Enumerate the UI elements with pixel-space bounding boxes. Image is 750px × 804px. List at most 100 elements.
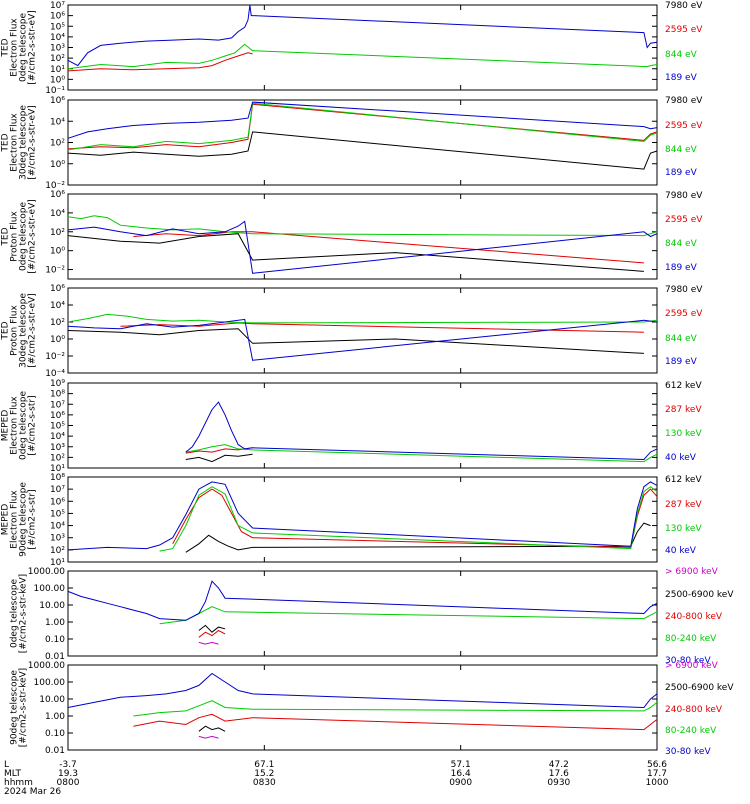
y-tick-label: 10³	[50, 534, 65, 544]
series-line	[185, 522, 651, 553]
x-tick-label-mlt: 15.2	[254, 769, 274, 779]
y-tick-label: 0.01	[45, 652, 65, 662]
y-tick-label: 10⁻¹	[45, 86, 65, 96]
y-tick-label: 10⁶	[50, 497, 65, 507]
series-label: > 6900 keV	[665, 661, 719, 671]
x-tick-label-l: 57.1	[451, 760, 471, 770]
y-tick-label: 10⁻²	[45, 181, 65, 191]
series-label: 844 eV	[665, 50, 698, 60]
series-label: 80-240 keV	[665, 634, 717, 644]
y-tick-label: 10³	[50, 44, 65, 54]
x-tick-label-mlt: 17.7	[647, 769, 667, 779]
y-axis-label: MEPEDElectron Flux90deg telescope[#/cm2-…	[1, 482, 38, 557]
x-tick-label-mlt: 17.6	[549, 769, 569, 779]
x-tick-label-hhmm: 0900	[449, 778, 472, 788]
x-tick-label-l: 67.1	[254, 760, 274, 770]
x-tick-label-hhmm: 0830	[253, 778, 276, 788]
series-line	[159, 486, 658, 552]
series-line	[185, 401, 658, 461]
series-label: 2595 eV	[665, 25, 703, 35]
series-line	[159, 606, 658, 625]
series-label: 287 keV	[665, 405, 702, 415]
series-label: 189 eV	[665, 168, 698, 178]
x-tick-label-hhmm: 0930	[547, 778, 570, 788]
x-row-label: MLT	[4, 769, 22, 779]
series-label: 2595 eV	[665, 309, 703, 319]
y-tick-label: 10²	[50, 453, 65, 463]
y-tick-label: 10²	[50, 546, 65, 556]
series-label: 189 eV	[665, 357, 698, 367]
series-label: 80-240 keV	[665, 726, 717, 736]
series-line	[67, 52, 253, 72]
y-tick-label: 10⁷	[50, 1, 65, 11]
x-tick-label-hhmm: 1000	[646, 778, 669, 788]
y-tick-label: 10⁶	[50, 96, 65, 106]
y-tick-label: 10⁰	[50, 160, 65, 170]
x-tick-label-l: 47.2	[549, 760, 569, 770]
series-label: 612 keV	[665, 475, 702, 485]
y-tick-label: 10⁶	[50, 284, 65, 294]
y-tick-label: 100.00	[34, 584, 66, 594]
series-line	[67, 328, 644, 354]
series-line	[67, 131, 658, 170]
series-line	[67, 215, 658, 237]
y-tick-label: 10²	[50, 54, 65, 64]
series-line	[67, 220, 658, 274]
y-tick-label: 10⁴	[50, 522, 65, 532]
series-label: 2595 eV	[665, 121, 703, 131]
series-label: 30-80 keV	[665, 747, 711, 757]
y-tick-label: 10¹	[50, 558, 65, 568]
panel-frame	[67, 664, 658, 751]
y-axis-label: TEDProton Flux30deg telescope[#/cm2-s-st…	[1, 293, 38, 368]
series-label: 7980 eV	[665, 191, 703, 201]
series-line	[67, 103, 658, 150]
y-tick-label: 10⁸	[50, 390, 65, 400]
y-tick-label: 10²	[50, 318, 65, 328]
y-tick-label: 10²	[50, 228, 65, 238]
series-label: 7980 eV	[665, 96, 703, 106]
series-label: 844 eV	[665, 145, 698, 155]
y-tick-label: 10⁴	[50, 33, 65, 43]
series-line	[198, 641, 219, 645]
y-tick-label: 10⁶	[50, 411, 65, 421]
panel-frame	[67, 4, 658, 91]
series-line	[67, 233, 644, 272]
y-tick-label: 10⁵	[50, 22, 65, 32]
y-tick-label: 1.00	[45, 618, 65, 628]
x-tick-label-l: -3.7	[59, 760, 77, 770]
y-axis-label: TEDElectron Flux30deg telescope[#/cm2-s-…	[1, 105, 38, 180]
panel-4: 10⁻⁴ 10⁻² 10⁰ 10² 10⁴ 10⁶ TEDProton Flux30deg …	[1, 284, 704, 379]
series-label: 130 keV	[665, 524, 702, 534]
panel-6: 10¹ 10² 10³ 10⁴ 10⁵ 10⁶ 10⁷ 10⁸ MEPEDElectron Fl…	[1, 473, 703, 568]
series-line	[67, 43, 658, 70]
y-tick-label: 10⁰	[50, 335, 65, 345]
y-tick-label: 10⁻²	[45, 352, 65, 362]
y-tick-label: 10⁶	[50, 12, 65, 22]
series-line	[67, 318, 658, 361]
series-label: 30-80 keV	[665, 656, 711, 666]
series-line	[67, 102, 658, 151]
y-tick-label: 10⁸	[50, 473, 65, 483]
series-label: 2500-6900 keV	[665, 590, 734, 600]
y-tick-label: 10¹	[50, 65, 65, 75]
y-tick-label: 0.10	[45, 635, 65, 645]
x-tick-label-hhmm: 0800	[57, 778, 80, 788]
series-line	[133, 231, 644, 264]
series-label: 240-800 keV	[665, 705, 723, 715]
y-tick-label: 10⁵	[50, 509, 65, 519]
y-tick-label: 10⁹	[50, 379, 65, 389]
y-tick-label: 10⁴	[50, 432, 65, 442]
panel-3: 10⁻² 10⁰ 10² 10⁴ 10⁶ TEDProton Flux0deg teles…	[1, 190, 703, 280]
y-axis-label: MEPEDElectron Flux0deg telescope[#/cm2-s…	[1, 391, 38, 461]
series-label: 844 eV	[665, 334, 698, 344]
series-label: 189 eV	[665, 73, 698, 83]
y-tick-label: 10.00	[39, 601, 65, 611]
y-tick-label: 0.01	[45, 746, 65, 756]
series-line	[67, 580, 658, 621]
series-label: 240-800 keV	[665, 612, 723, 622]
series-line	[198, 624, 226, 633]
